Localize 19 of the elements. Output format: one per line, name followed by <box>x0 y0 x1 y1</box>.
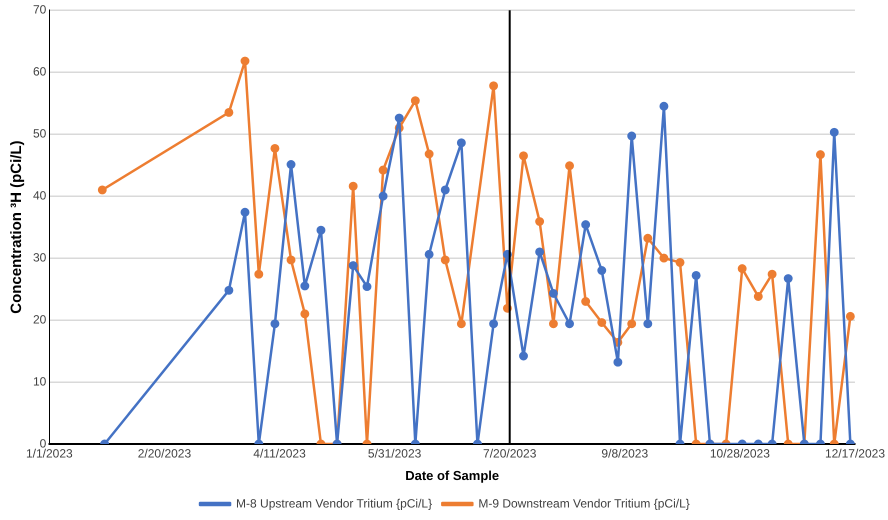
y-tick-label: 30 <box>32 250 47 264</box>
legend-label: M-9 Downstream Vendor Tritium {pCi/L} <box>478 496 690 510</box>
x-tick-label: 9/8/2023 <box>601 446 648 461</box>
x-tick-label: 2/20/2023 <box>138 446 192 461</box>
y-tick-label: 70 <box>32 2 47 17</box>
x-tick-label: 4/11/2023 <box>253 446 306 461</box>
x-tick-label: 12/17/2023 <box>824 446 886 461</box>
x-tick-label: 7/20/2023 <box>483 446 537 461</box>
x-tick-label: 10/28/2023 <box>710 446 770 461</box>
legend-label: M-8 Upstream Vendor Tritium {pCi/L} <box>236 496 432 510</box>
y-axis-title: Concentration ³H (pCi/L) <box>8 140 26 314</box>
y-tick-label: 10 <box>32 374 47 388</box>
x-tick-label: 1/1/2023 <box>26 446 74 461</box>
y-tick-label: 50 <box>32 126 47 140</box>
y-tick-label: 20 <box>32 312 47 326</box>
y-tick-label: 40 <box>32 188 47 202</box>
x-tick-label: 5/31/2023 <box>368 446 422 461</box>
x-axis-title: Date of Sample <box>405 468 500 483</box>
y-tick-label: 60 <box>32 64 47 78</box>
